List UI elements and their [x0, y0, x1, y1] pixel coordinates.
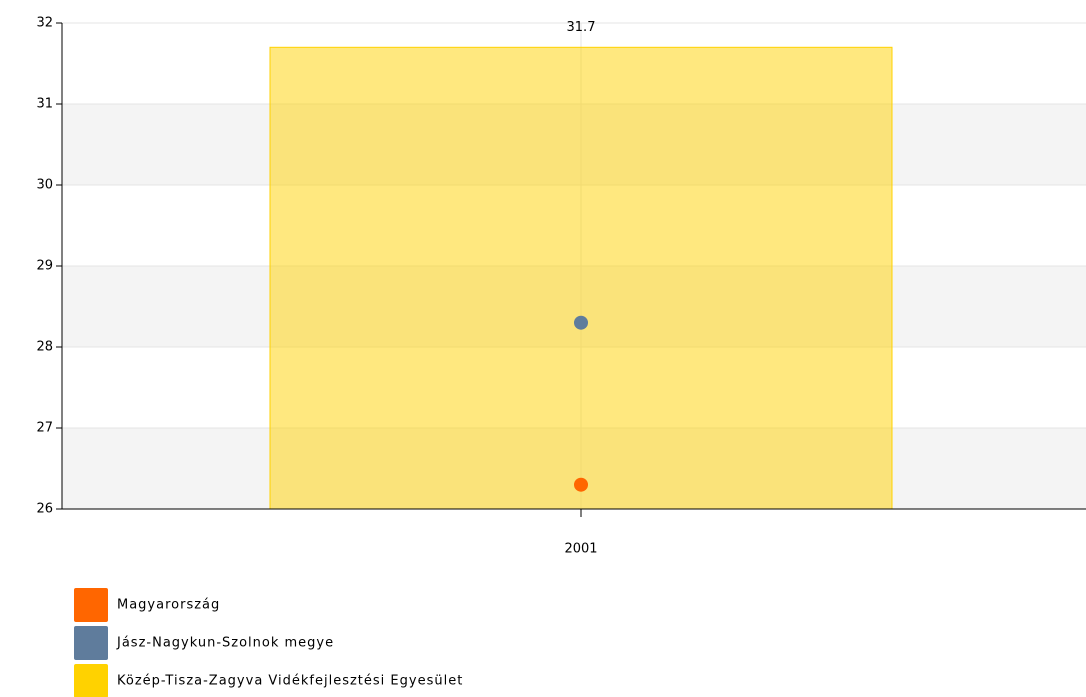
legend-label: Közép-Tisza-Zagyva Vidékfejlesztési Egye…: [117, 674, 463, 689]
point: [574, 477, 588, 492]
y-tick-label: 28: [36, 340, 53, 355]
legend-swatch: [74, 588, 108, 622]
y-tick-label: 26: [36, 502, 53, 517]
legend-swatch: [74, 626, 108, 660]
y-tick-label: 27: [36, 421, 53, 436]
y-tick-label: 32: [36, 16, 53, 31]
legend-swatch: [74, 664, 108, 697]
x-tick-label: 2001: [564, 542, 597, 557]
value-label: 31.7: [567, 20, 596, 35]
y-tick-label: 31: [36, 97, 53, 112]
bar: [269, 46, 893, 510]
legend-label: Jász-Nagykun-Szolnok megye: [116, 636, 334, 651]
y-tick-label: 30: [36, 178, 53, 193]
y-tick-label: 29: [36, 259, 53, 274]
legend-label: Magyarország: [117, 598, 220, 613]
point: [574, 315, 588, 330]
